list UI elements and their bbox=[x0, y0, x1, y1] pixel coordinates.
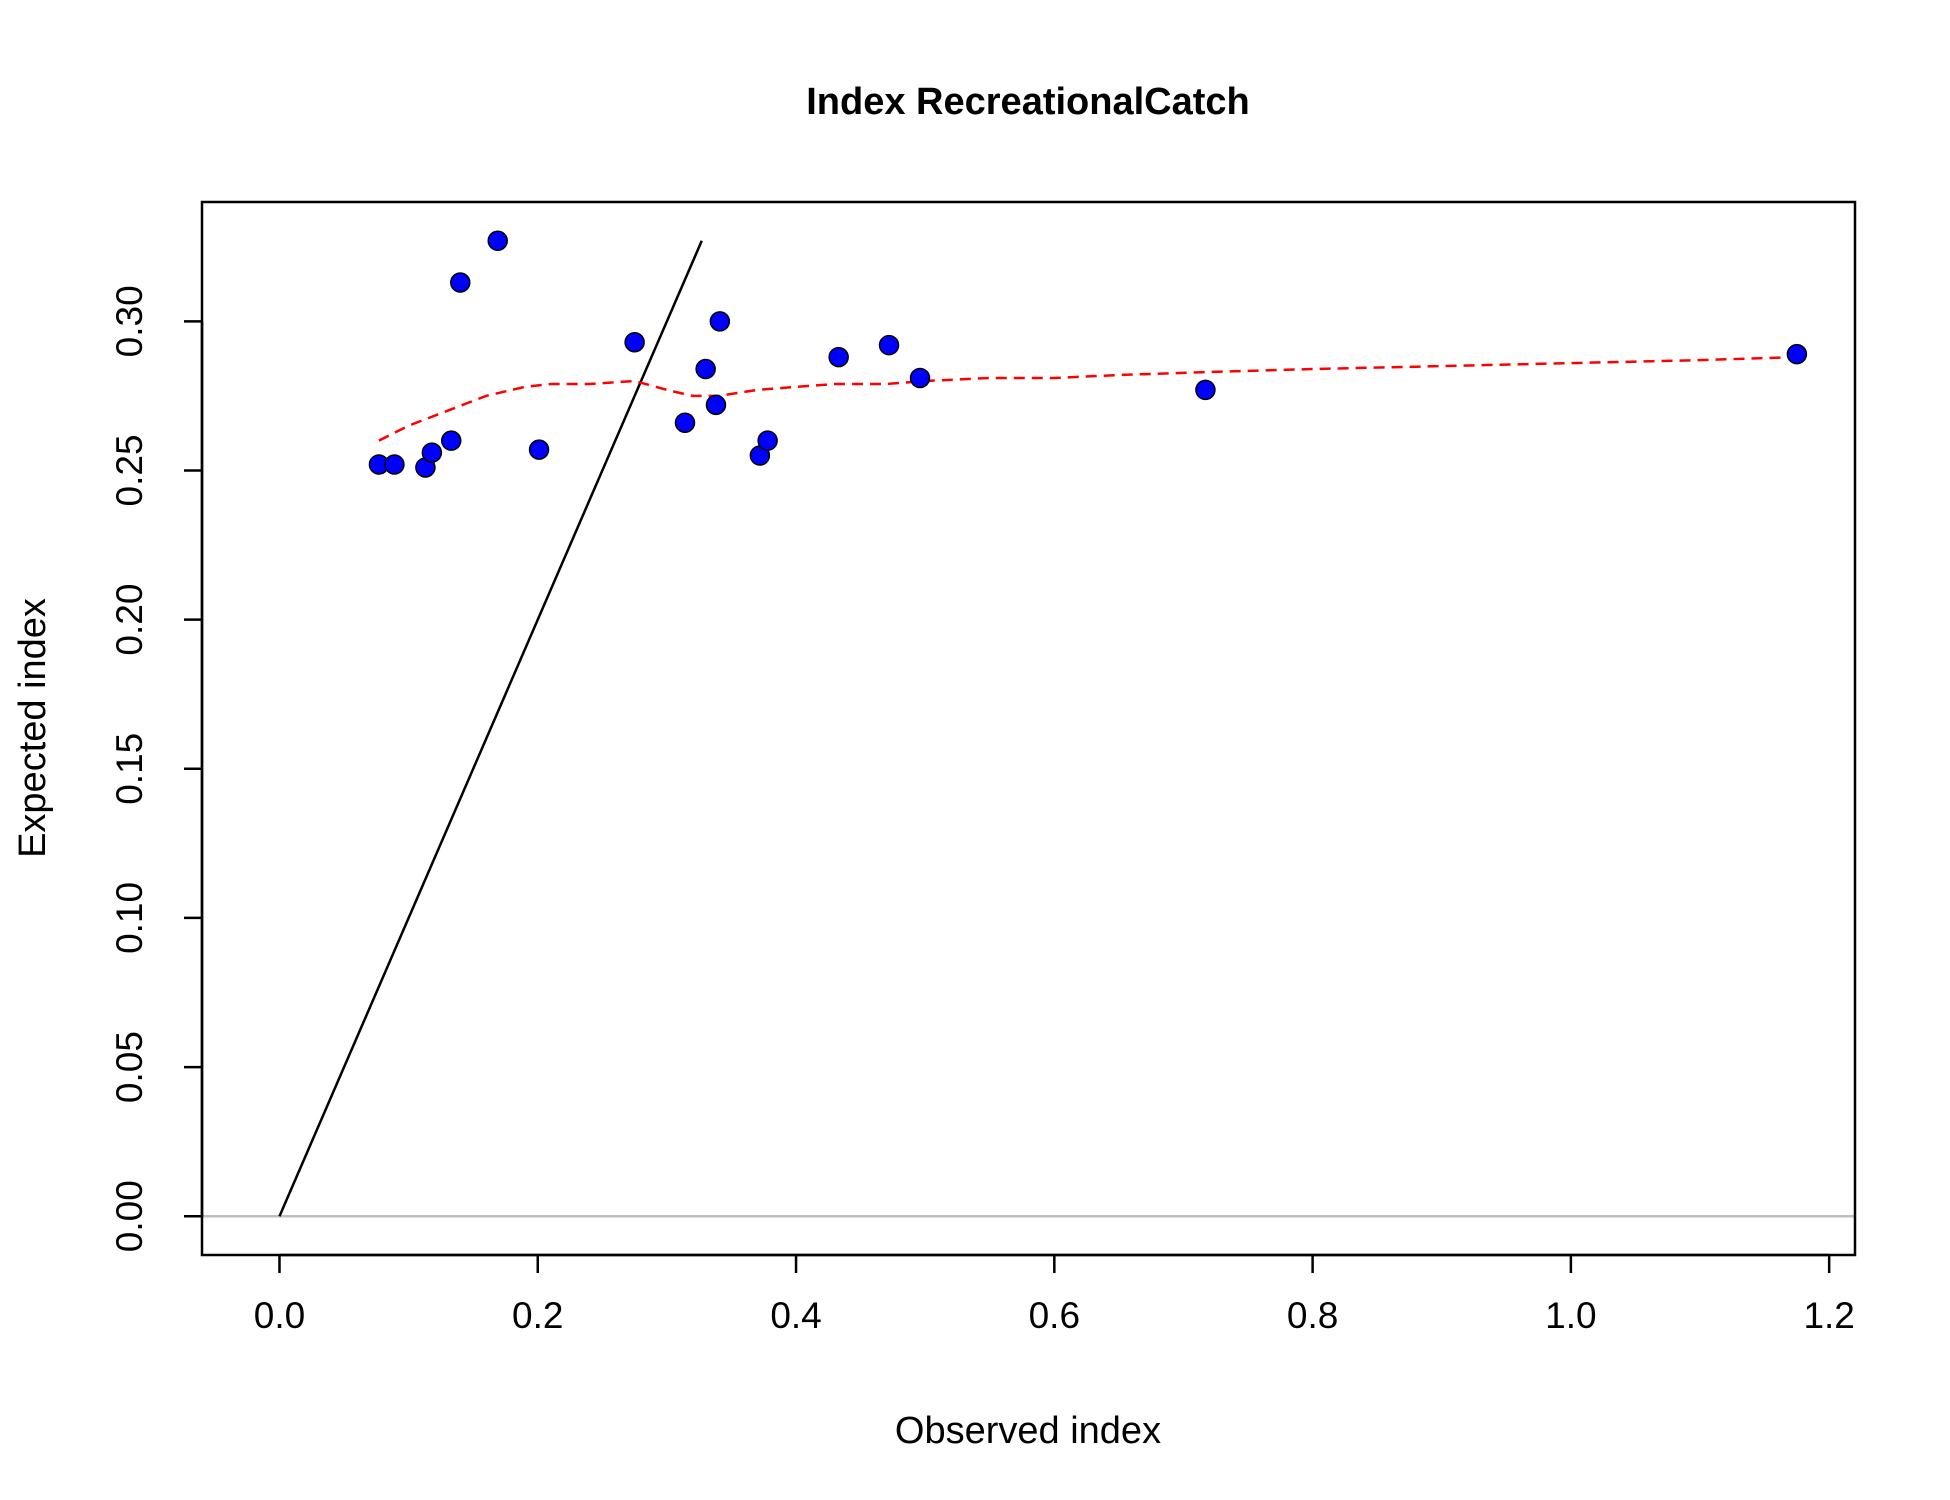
data-point bbox=[757, 430, 778, 451]
y-axis: 0.00 0.05 0.10 0.15 0.20 0.25 0.30 bbox=[109, 285, 204, 1252]
plot-frame bbox=[200, 200, 1857, 1257]
data-point bbox=[828, 346, 849, 368]
data-point bbox=[528, 439, 550, 460]
x-tick-label: 0.2 bbox=[512, 1295, 563, 1336]
data-point bbox=[705, 394, 727, 416]
data-point bbox=[450, 272, 471, 293]
y-tick-label: 0.30 bbox=[109, 285, 150, 357]
data-point bbox=[384, 454, 405, 475]
y-tick-label: 0.05 bbox=[109, 1031, 150, 1103]
x-tick-label: 0.8 bbox=[1287, 1295, 1338, 1336]
data-point bbox=[674, 412, 696, 433]
data-point bbox=[695, 358, 716, 380]
data-point bbox=[709, 311, 731, 332]
identity-line bbox=[278, 240, 703, 1217]
data-point bbox=[624, 331, 645, 353]
y-tick-label: 0.15 bbox=[109, 733, 150, 805]
y-tick-label: 0.10 bbox=[109, 882, 150, 954]
y-tick-label: 0.00 bbox=[109, 1180, 150, 1252]
y-tick-label: 0.25 bbox=[109, 434, 150, 506]
data-point bbox=[487, 230, 508, 252]
y-tick-label: 0.20 bbox=[109, 584, 150, 656]
y-axis-label: Expected index bbox=[12, 598, 54, 858]
x-axis: 0.0 0.2 0.4 0.6 0.8 1.0 1.2 bbox=[254, 1253, 1855, 1336]
data-point bbox=[1786, 343, 1808, 365]
x-tick-label: 1.2 bbox=[1803, 1295, 1854, 1336]
data-point bbox=[421, 442, 443, 463]
data-points bbox=[368, 230, 1808, 478]
data-point bbox=[440, 430, 462, 451]
x-tick-label: 1.0 bbox=[1545, 1295, 1596, 1336]
data-point bbox=[909, 367, 931, 389]
x-tick-label: 0.0 bbox=[254, 1295, 305, 1336]
smoother-line bbox=[378, 355, 1797, 442]
data-point bbox=[1195, 379, 1216, 401]
data-point bbox=[878, 334, 900, 356]
x-tick-label: 0.4 bbox=[770, 1295, 821, 1336]
plot-area: 0.0 0.2 0.4 0.6 0.8 1.0 1.2 0.00 0.05 0.10 0.15 0.2… bbox=[109, 200, 1857, 1336]
chart-title: Index RecreationalCatch bbox=[806, 81, 1249, 123]
x-axis-label: Observed index bbox=[895, 1410, 1161, 1452]
x-tick-label: 0.6 bbox=[1029, 1295, 1080, 1336]
